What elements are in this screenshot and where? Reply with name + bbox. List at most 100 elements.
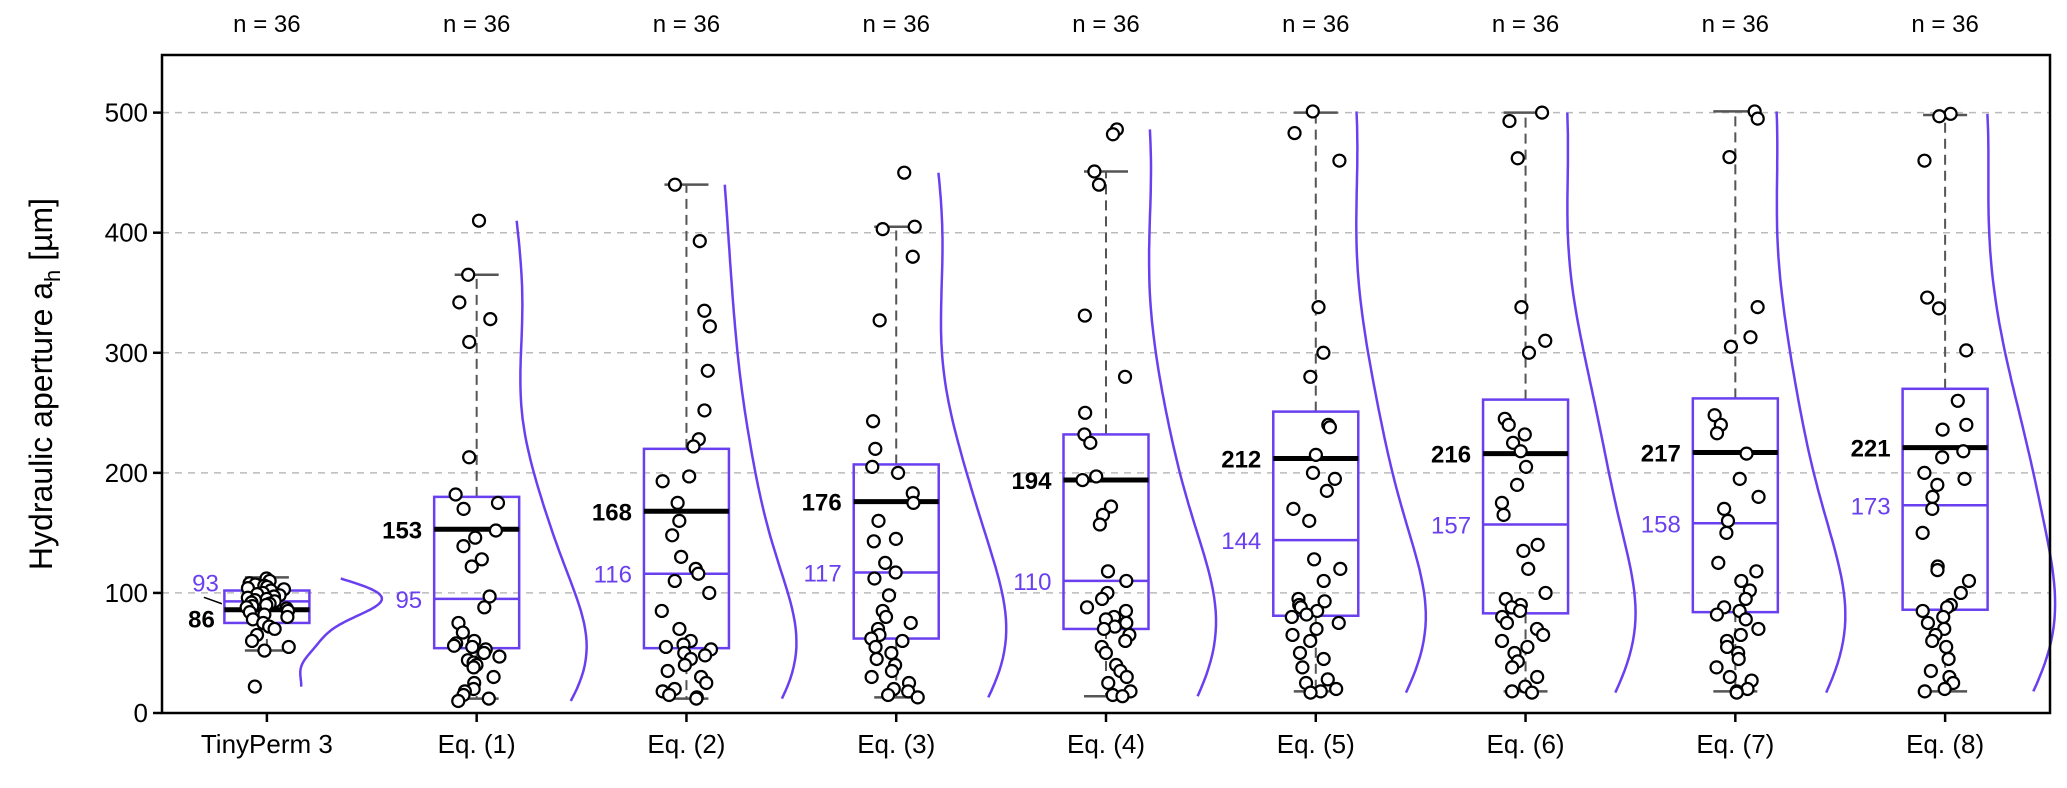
data-point: [881, 687, 896, 703]
data-point: [1915, 525, 1930, 540]
data-point: [1494, 633, 1510, 649]
x-tick-label: Eq. (4): [1067, 729, 1145, 759]
data-point: [1957, 471, 1972, 486]
data-point: [1530, 669, 1545, 685]
data-point: [1959, 417, 1974, 432]
data-point: [483, 312, 498, 327]
data-point: [1303, 685, 1318, 700]
data-point: [1101, 675, 1116, 691]
data-point: [1105, 127, 1121, 142]
data-point: [280, 609, 295, 625]
median-label: 157: [1431, 512, 1471, 539]
data-point: [492, 649, 507, 664]
data-point: [1309, 621, 1324, 637]
x-tick-label: Eq. (3): [857, 729, 935, 759]
data-point: [697, 648, 713, 663]
data-point: [1517, 427, 1532, 442]
box-group-8: n = 36 Eq. (8) 173 221: [1851, 11, 2057, 759]
data-point: [1331, 615, 1346, 631]
median-label: 117: [803, 561, 841, 588]
mean-label: 212: [1221, 446, 1261, 473]
data-point: [468, 530, 483, 545]
y-tick-label: 0: [134, 698, 148, 728]
n-label: n = 36: [1492, 11, 1559, 38]
n-label: n = 36: [233, 11, 300, 38]
density-curve: [1986, 113, 2057, 692]
data-point: [1302, 513, 1317, 528]
data-point: [895, 633, 910, 649]
data-point: [1320, 672, 1335, 687]
data-point: [890, 465, 906, 480]
data-point: [1930, 477, 1945, 492]
data-point: [1530, 537, 1545, 552]
data-point: [1961, 573, 1977, 589]
data-point: [1494, 495, 1510, 510]
y-axis-label-unit: [µm]: [23, 198, 59, 270]
data-point: [667, 177, 683, 192]
data-point: [455, 625, 470, 640]
data-point: [1935, 422, 1950, 437]
data-point: [654, 603, 669, 619]
data-point: [477, 600, 492, 615]
data-point: [1937, 681, 1952, 697]
data-point: [1518, 459, 1534, 474]
box-group-7: n = 36 Eq. (7) 158 217: [1641, 11, 1847, 759]
data-point: [692, 234, 707, 249]
mean-label: 221: [1851, 436, 1891, 463]
data-point: [1959, 343, 1974, 358]
mean-label: 86: [188, 607, 215, 634]
data-point: [482, 589, 497, 604]
data-point: [667, 573, 682, 589]
data-point: [867, 571, 882, 586]
data-point: [1119, 669, 1134, 685]
iqr-box: [1901, 387, 1989, 611]
data-point: [884, 663, 900, 679]
data-point: [1092, 517, 1107, 532]
data-point: [697, 303, 712, 318]
data-point: [1317, 594, 1332, 609]
plot-frame: [160, 53, 2052, 715]
x-tick-label: TinyPerm 3: [201, 729, 333, 759]
data-point: [465, 639, 480, 655]
data-point: [864, 669, 879, 685]
y-tick-label: 500: [105, 98, 148, 128]
x-tick-label: Eq. (2): [647, 729, 725, 759]
data-point: [888, 531, 904, 546]
data-point: [1722, 149, 1737, 165]
data-point: [700, 363, 715, 378]
median-label: 95: [395, 587, 422, 614]
data-point: [865, 414, 881, 429]
data-point: [865, 459, 880, 474]
y-tick-label: 400: [105, 218, 148, 248]
data-point: [875, 222, 890, 237]
data-point: [1956, 444, 1971, 459]
data-point: [1505, 660, 1520, 675]
data-point: [466, 660, 481, 675]
data-point: [1514, 300, 1529, 315]
data-point: [1303, 369, 1318, 384]
data-point: [464, 559, 479, 574]
data-point: [662, 687, 677, 703]
box-group-2: n = 36 Eq. (2) 116 168: [592, 11, 798, 759]
n-label: n = 36: [443, 11, 510, 38]
data-point: [1709, 607, 1725, 622]
data-point: [1316, 573, 1331, 589]
data-point: [1100, 564, 1116, 579]
data-point: [1723, 339, 1739, 354]
data-point: [1285, 627, 1300, 643]
data-point: [868, 639, 883, 655]
data-point: [682, 469, 697, 484]
data-point: [1311, 300, 1326, 315]
data-point: [1941, 651, 1956, 667]
data-point: [448, 487, 463, 502]
data-point: [1923, 663, 1938, 679]
x-tick-label: Eq. (5): [1277, 729, 1355, 759]
data-point: [670, 495, 685, 510]
data-point: [881, 588, 897, 603]
median-label: 144: [1221, 528, 1261, 555]
data-point: [446, 638, 462, 653]
data-point: [1078, 405, 1093, 420]
data-point: [1936, 609, 1951, 625]
data-point: [1731, 651, 1746, 667]
